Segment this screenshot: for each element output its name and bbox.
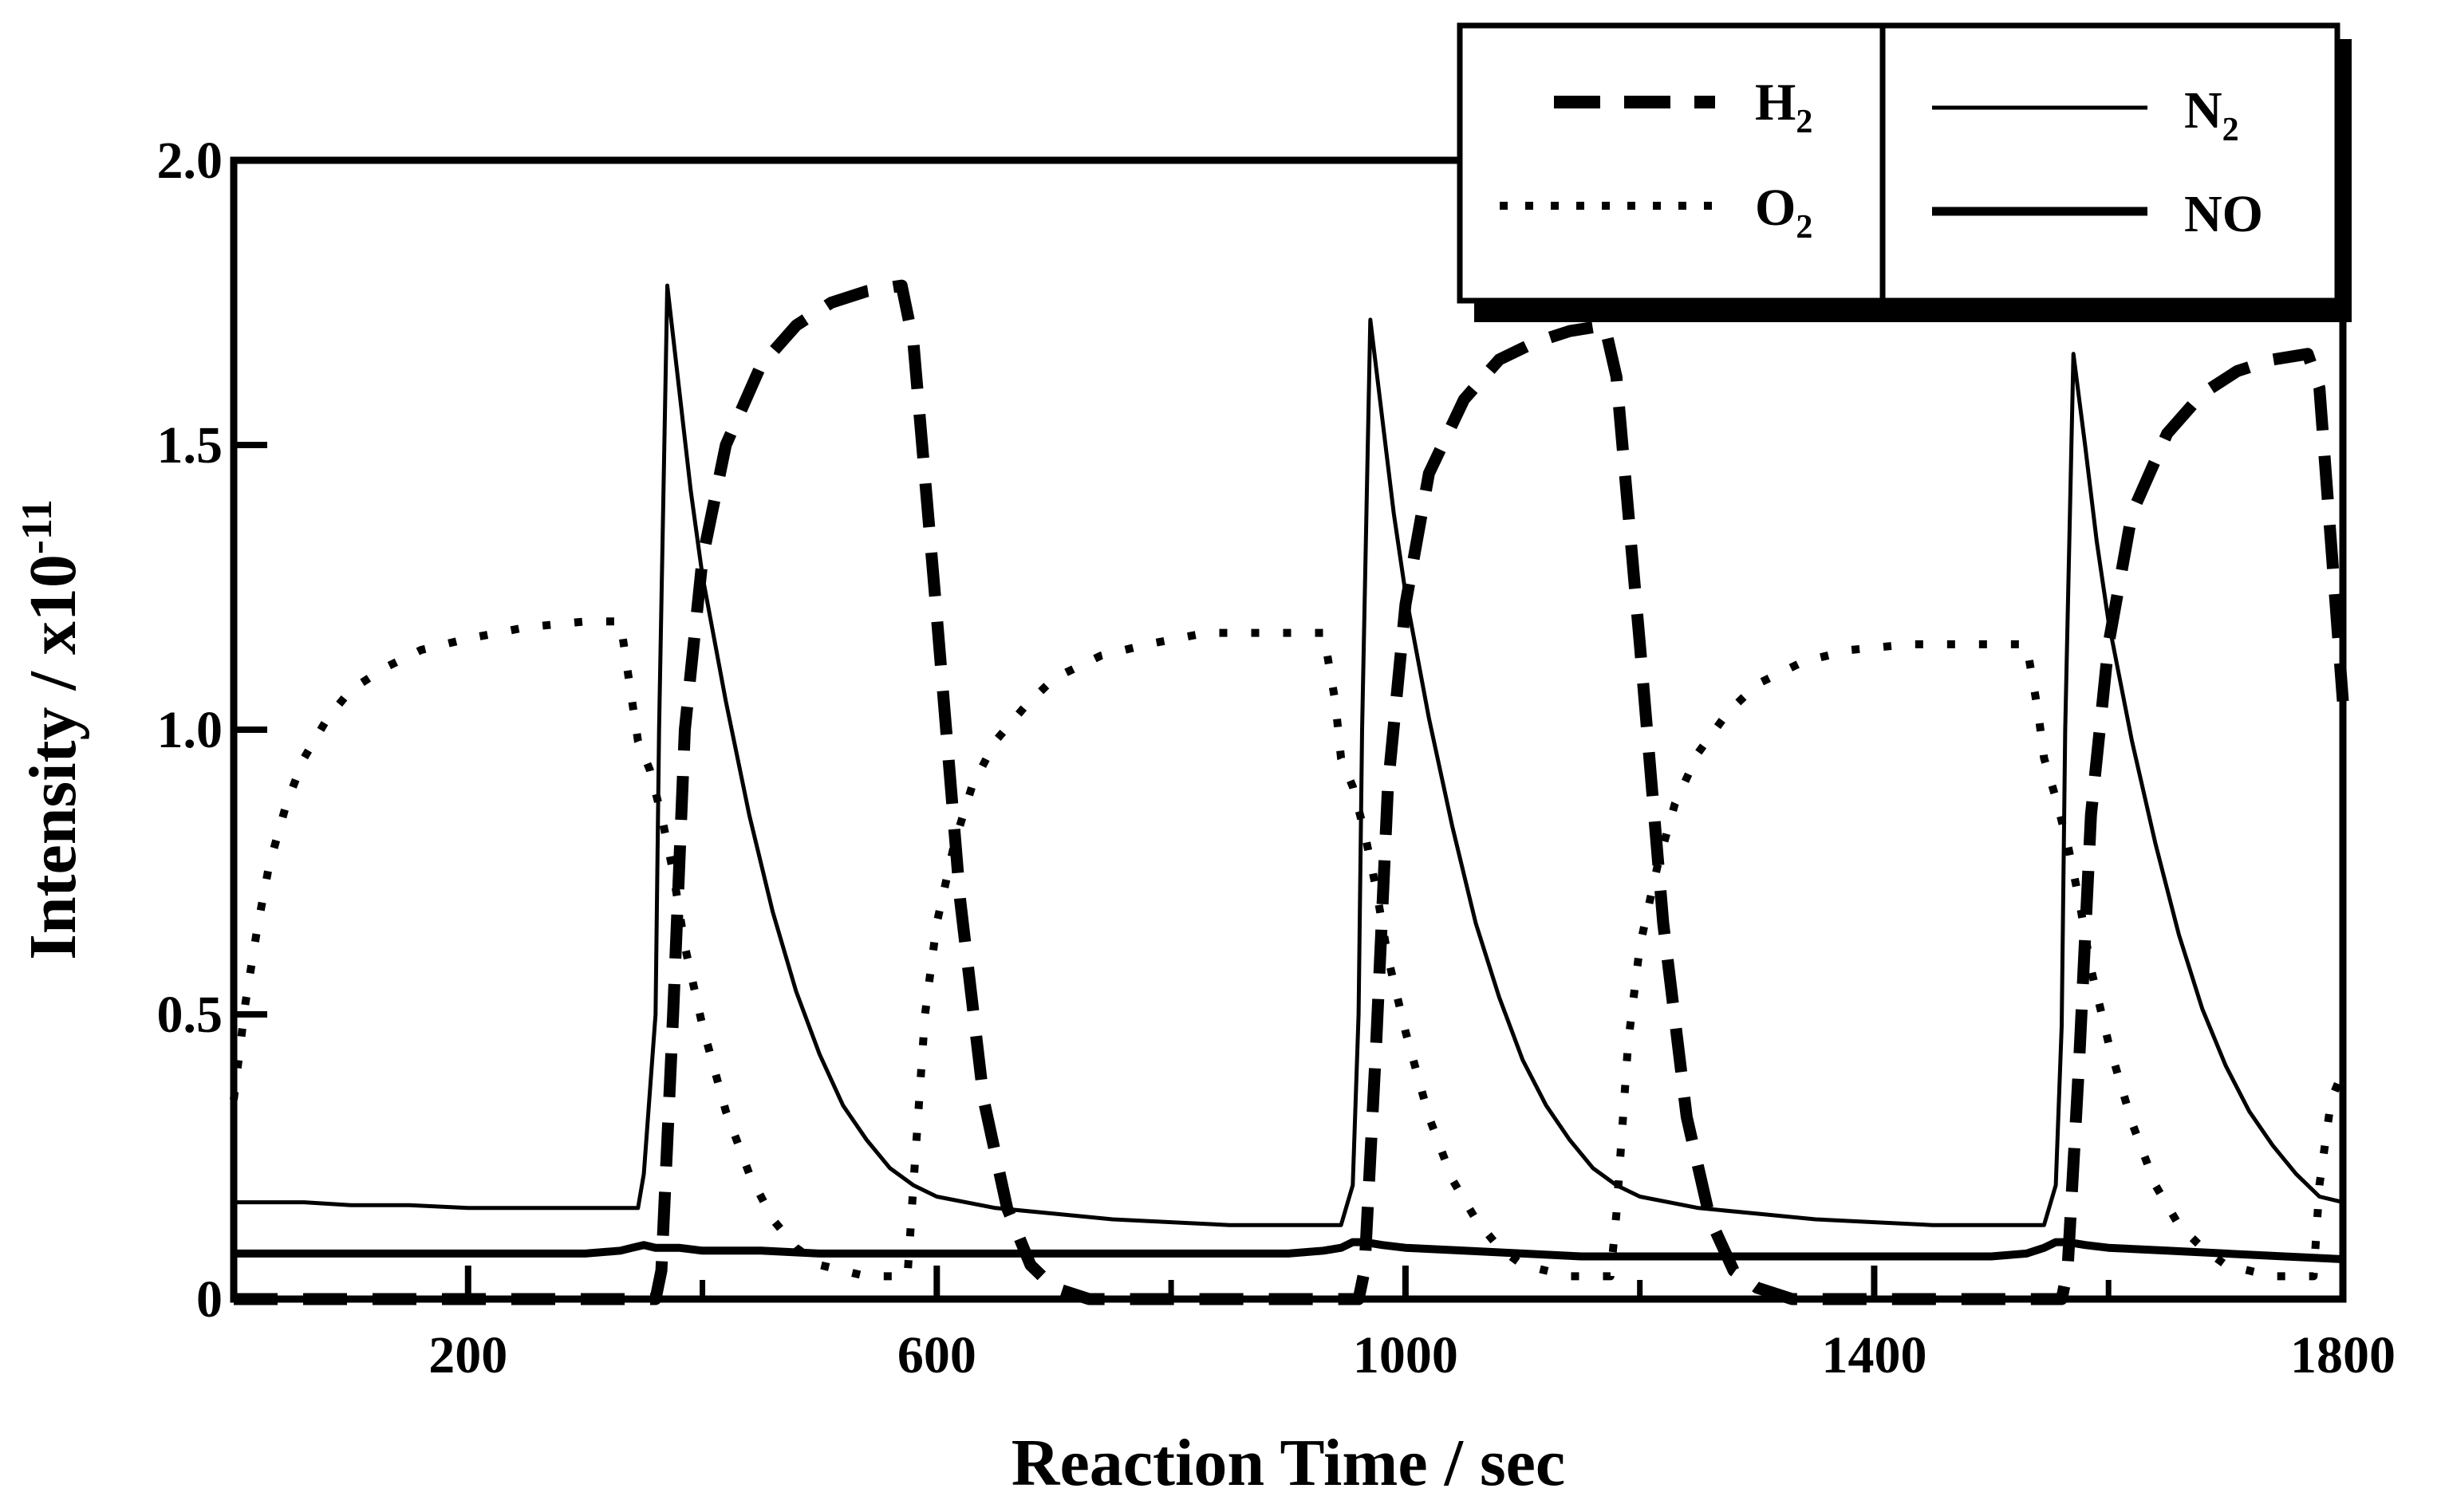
y-tick-label: 0 <box>196 1270 223 1329</box>
legend-label-no: NO <box>2184 185 2263 243</box>
legend-label-o2-sub: 2 <box>1796 209 1812 246</box>
legend-label-h2-name: H <box>1755 73 1796 132</box>
x-tick-label: 1800 <box>2290 1326 2396 1384</box>
y-axis-title: Intensity / x10-11 <box>13 499 90 960</box>
legend-label-h2-sub: 2 <box>1796 104 1812 140</box>
legend-label-no-name: NO <box>2184 185 2263 243</box>
series-line-n2 <box>234 283 2344 1227</box>
x-tick-label: 600 <box>897 1326 976 1384</box>
legend: H2 O2 N2 NO <box>1457 22 2352 322</box>
y-tick-label: 1.5 <box>157 416 223 474</box>
series-line-o2 <box>230 617 2347 1281</box>
legend-box-right <box>1879 22 2340 304</box>
x-axis-title: Reaction Time / sec <box>1011 1426 1565 1500</box>
x-tick-label: 1400 <box>1821 1326 1926 1384</box>
legend-label-n2-sub: 2 <box>2222 112 2239 148</box>
y-tick-label: 2.0 <box>157 132 223 190</box>
x-tick-label: 1000 <box>1353 1326 1458 1384</box>
y-tick-label: 0.5 <box>157 986 223 1044</box>
y-axis-title-exponent: -11 <box>13 499 61 554</box>
legend-label-h2: H2 <box>1755 73 1812 140</box>
tick-layer <box>234 157 2346 1302</box>
y-axis-title-text: Intensity / x10 <box>16 554 90 960</box>
series-line-no <box>234 1238 2344 1263</box>
label-layer: 200 600 1000 1400 1800 0 0.5 1.0 1.5 2.0 <box>157 132 2396 1384</box>
legend-box-left <box>1457 22 1886 304</box>
legend-label-o2: O2 <box>1755 179 1812 246</box>
y-tick-label: 1.0 <box>157 701 223 759</box>
legend-label-o2-name: O <box>1755 179 1796 237</box>
y-axis-title-group: Intensity / x10-11 <box>13 499 90 960</box>
x-tick-label: 200 <box>428 1326 507 1384</box>
legend-label-n2: N2 <box>2184 81 2239 148</box>
series-layer <box>230 279 2349 1305</box>
legend-label-n2-name: N <box>2184 81 2222 140</box>
